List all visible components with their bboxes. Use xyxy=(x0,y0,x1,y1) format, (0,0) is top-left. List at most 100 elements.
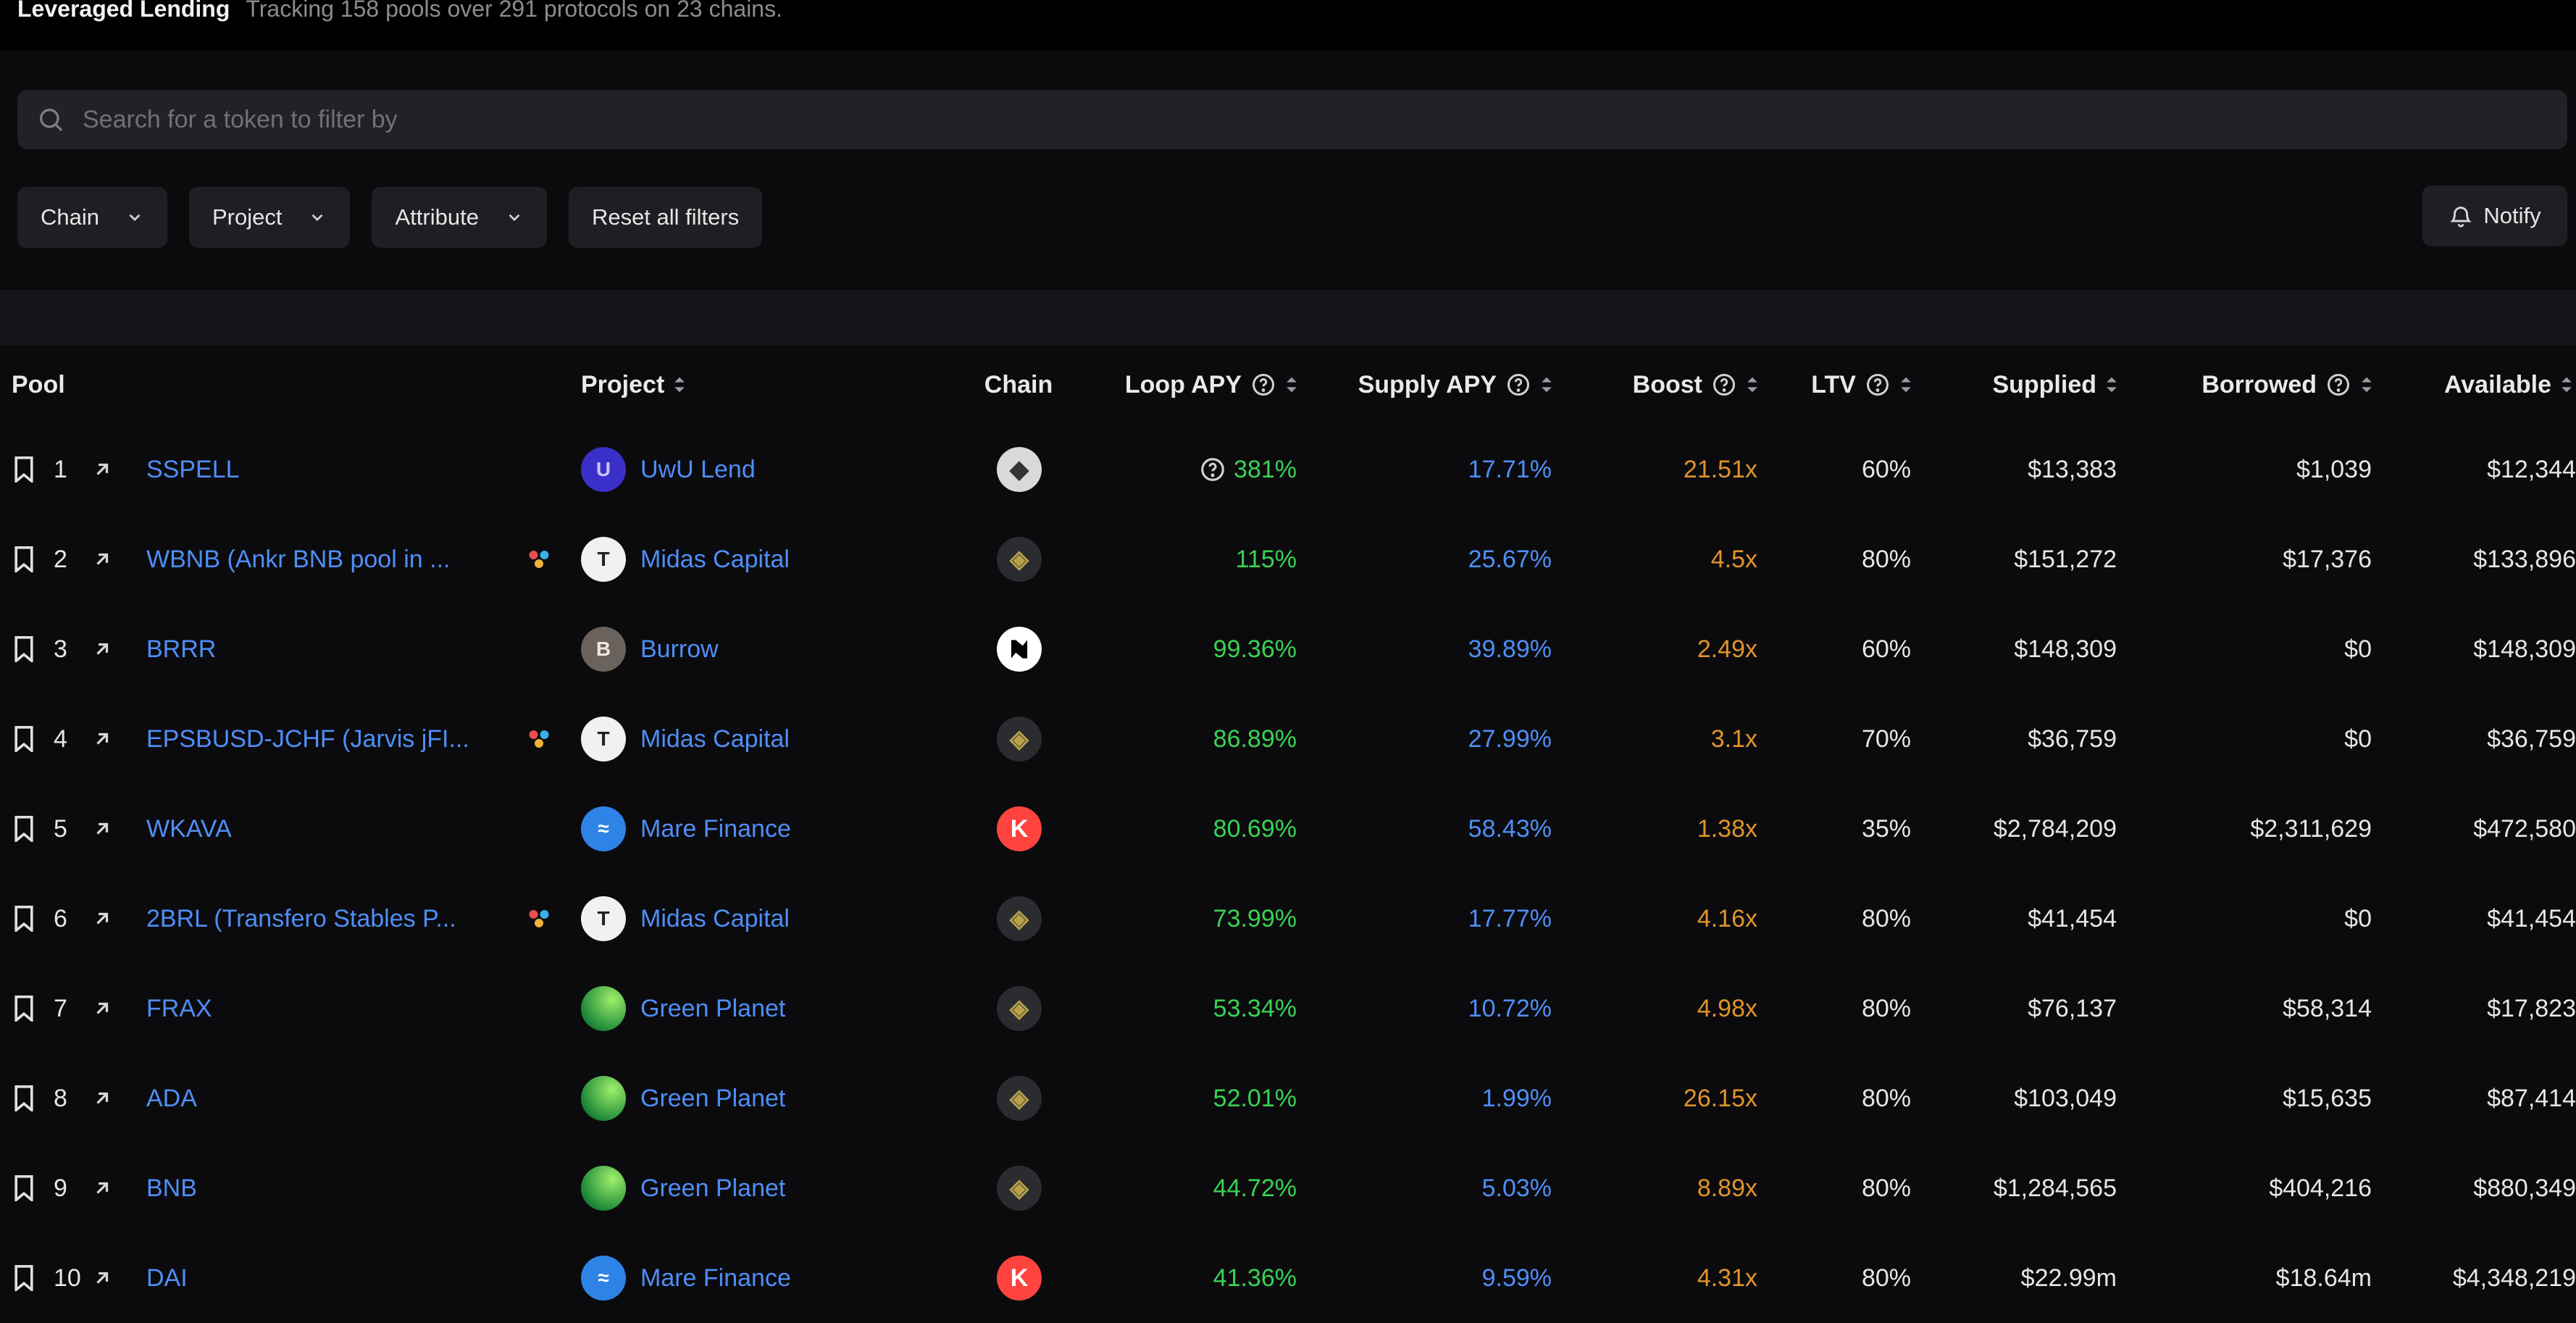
column-label: LTV xyxy=(1811,370,1856,398)
external-link-button[interactable] xyxy=(93,1053,119,1143)
supplied-value: $36,759 xyxy=(2028,725,2117,753)
table-row[interactable]: 5 WKAVA ≈ Mare Finance K 80.69% 58.43% 1… xyxy=(0,784,2576,874)
bookmark-icon xyxy=(14,636,33,662)
supplied-value: $13,383 xyxy=(2028,455,2117,483)
loop-apy-value: 53.34% xyxy=(1159,964,1297,1053)
project-link[interactable]: Midas Capital xyxy=(640,904,790,932)
pool-link[interactable]: DAI xyxy=(146,1233,480,1323)
pool-link[interactable]: FRAX xyxy=(146,964,480,1053)
help-icon[interactable] xyxy=(1865,372,1891,398)
project-link[interactable]: Midas Capital xyxy=(640,545,790,573)
bnb-chain-icon: ◈ xyxy=(995,964,1043,1053)
available-value: $17,823 xyxy=(2487,994,2576,1022)
table-row[interactable]: 8 ADA Green Planet ◈ 52.01% 1.99% 26.15x… xyxy=(0,1053,2576,1143)
pool-link[interactable]: WBNB (Ankr BNB pool in ... xyxy=(146,514,480,604)
loop-apy-text: 53.34% xyxy=(1213,994,1297,1022)
rank-number: 5 xyxy=(54,814,67,843)
info-icon[interactable] xyxy=(1199,456,1226,483)
chain-filter-label: Chain xyxy=(41,204,99,230)
project-logo-icon: ≈ xyxy=(581,1233,626,1323)
chain-filter-button[interactable]: Chain xyxy=(17,187,167,248)
help-icon[interactable] xyxy=(1250,372,1276,398)
bookmark-button[interactable] xyxy=(13,694,38,784)
project-link[interactable]: Midas Capital xyxy=(640,725,790,753)
sort-icon xyxy=(1542,377,1552,393)
reset-filters-button[interactable]: Reset all filters xyxy=(568,187,763,248)
external-link-button[interactable] xyxy=(93,874,119,964)
bookmark-button[interactable] xyxy=(13,1143,38,1233)
bookmark-button[interactable] xyxy=(13,514,38,604)
external-link-button[interactable] xyxy=(93,1143,119,1233)
boost-value: 8.89x xyxy=(1697,1174,1757,1202)
bookmark-button[interactable] xyxy=(13,604,38,694)
bookmark-button[interactable] xyxy=(13,964,38,1053)
column-header-loop-apy[interactable]: Loop APY xyxy=(1087,345,1298,425)
table-row[interactable]: 3 BRRR B Burrow 99.36% 39.89% 2.49x 60% … xyxy=(0,604,2576,694)
bookmark-button[interactable] xyxy=(13,874,38,964)
external-link-button[interactable] xyxy=(93,514,119,604)
table-row[interactable]: 2 WBNB (Ankr BNB pool in ... T Midas Cap… xyxy=(0,514,2576,604)
available-value: $4,348,219 xyxy=(2452,1264,2576,1292)
external-link-button[interactable] xyxy=(93,1233,119,1323)
help-icon[interactable] xyxy=(1505,372,1531,398)
column-header-project[interactable]: Project xyxy=(581,345,827,425)
bnb-chain-icon: ◈ xyxy=(995,694,1043,784)
supply-apy-value: 10.72% xyxy=(1468,994,1552,1022)
chevron-down-icon xyxy=(509,214,520,222)
boost-value: 4.31x xyxy=(1697,1264,1757,1292)
column-header-pool: Pool xyxy=(12,345,156,425)
column-header-ltv[interactable]: LTV xyxy=(1768,345,1912,425)
pool-name: BRRR xyxy=(146,635,217,663)
bookmark-button[interactable] xyxy=(13,784,38,874)
project-logo-icon: B xyxy=(581,604,626,694)
column-header-borrowed[interactable]: Borrowed xyxy=(2144,345,2373,425)
available-value: $148,309 xyxy=(2473,635,2576,663)
help-icon[interactable] xyxy=(1711,372,1737,398)
pool-link[interactable]: EPSBUSD-JCHF (Jarvis jFI... xyxy=(146,694,480,784)
external-link-button[interactable] xyxy=(93,784,119,874)
pool-link[interactable]: ADA xyxy=(146,1053,480,1143)
table-row[interactable]: 4 EPSBUSD-JCHF (Jarvis jFI... T Midas Ca… xyxy=(0,694,2576,784)
pool-link[interactable]: BRRR xyxy=(146,604,480,694)
rank-number: 10 xyxy=(54,1264,81,1292)
project-link[interactable]: Green Planet xyxy=(640,994,786,1022)
project-link[interactable]: Green Planet xyxy=(640,1174,786,1202)
table-row[interactable]: 6 2BRL (Transfero Stables P... T Midas C… xyxy=(0,874,2576,964)
external-link-button[interactable] xyxy=(93,964,119,1053)
bookmark-button[interactable] xyxy=(13,1233,38,1323)
pool-name: 2BRL (Transfero Stables P... xyxy=(146,904,456,932)
bnb-chain-icon: ◈ xyxy=(995,874,1043,964)
search-bar[interactable] xyxy=(17,90,2567,149)
external-link-button[interactable] xyxy=(93,694,119,784)
project-link[interactable]: Green Planet xyxy=(640,1084,786,1112)
table-row[interactable]: 7 FRAX Green Planet ◈ 53.34% 10.72% 4.98… xyxy=(0,964,2576,1053)
bookmark-button[interactable] xyxy=(13,425,38,514)
column-header-boost[interactable]: Boost xyxy=(1572,345,1759,425)
arrow-up-right-icon xyxy=(96,822,109,835)
notify-button[interactable]: Notify xyxy=(2422,185,2567,246)
column-header-available[interactable]: Available xyxy=(2391,345,2573,425)
column-header-supply-apy[interactable]: Supply APY xyxy=(1318,345,1553,425)
help-icon[interactable] xyxy=(2325,372,2351,398)
table-row[interactable]: 9 BNB Green Planet ◈ 44.72% 5.03% 8.89x … xyxy=(0,1143,2576,1233)
column-header-supplied[interactable]: Supplied xyxy=(1927,345,2118,425)
attribute-filter-button[interactable]: Attribute xyxy=(372,187,547,248)
project-link[interactable]: UwU Lend xyxy=(640,455,756,483)
loop-apy-value: 52.01% xyxy=(1159,1053,1297,1143)
pool-link[interactable]: BNB xyxy=(146,1143,480,1233)
project-link[interactable]: Mare Finance xyxy=(640,1264,791,1292)
bnb-chain-icon: ◈ xyxy=(995,1143,1043,1233)
project-filter-button[interactable]: Project xyxy=(189,187,351,248)
pool-link[interactable]: SSPELL xyxy=(146,425,480,514)
table-row[interactable]: 1 SSPELL U UwU Lend ◆ 381% 17.71% 21.51x… xyxy=(0,425,2576,514)
bookmark-button[interactable] xyxy=(13,1053,38,1143)
project-link[interactable]: Mare Finance xyxy=(640,814,791,843)
pool-link[interactable]: WKAVA xyxy=(146,784,480,874)
external-link-button[interactable] xyxy=(93,604,119,694)
project-logo-icon: T xyxy=(581,514,626,604)
search-input[interactable] xyxy=(81,97,2567,142)
pool-link[interactable]: 2BRL (Transfero Stables P... xyxy=(146,874,480,964)
external-link-button[interactable] xyxy=(93,425,119,514)
project-link[interactable]: Burrow xyxy=(640,635,719,663)
table-row[interactable]: 10 DAI ≈ Mare Finance K 41.36% 9.59% 4.3… xyxy=(0,1233,2576,1323)
